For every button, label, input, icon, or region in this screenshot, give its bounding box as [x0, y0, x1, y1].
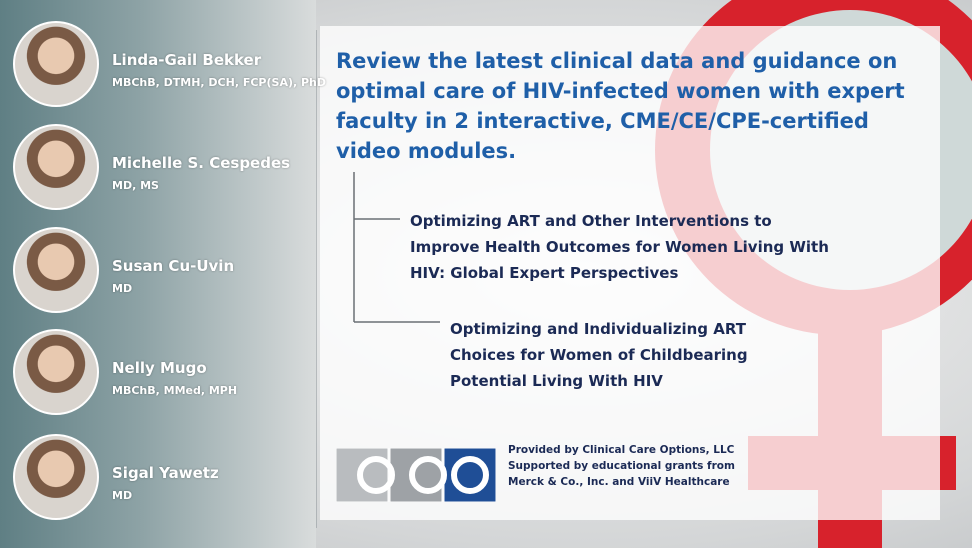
- cco-logo: [336, 448, 496, 502]
- faculty-credentials: MBChB, DTMH, DCH, FCP(SA), PhD: [112, 76, 327, 89]
- faculty-name: Sigal Yawetz: [112, 464, 219, 482]
- faculty-credentials: MBChB, MMed, MPH: [112, 384, 238, 397]
- sponsor-text: Provided by Clinical Care Options, LLC S…: [508, 442, 735, 490]
- module-title: Optimizing and Individualizing ART Choic…: [450, 320, 748, 390]
- faculty-photo: [13, 227, 99, 313]
- faculty-photo: [13, 21, 99, 107]
- faculty-name: Susan Cu-Uvin: [112, 257, 235, 275]
- sponsor-line: Supported by educational grants from: [508, 460, 735, 472]
- faculty-credentials: MD: [112, 489, 133, 502]
- faculty-photo: [13, 434, 99, 520]
- headline: Review the latest clinical data and guid…: [336, 49, 905, 163]
- faculty-credentials: MD: [112, 282, 133, 295]
- sponsor-line: Merck & Co., Inc. and ViiV Healthcare: [508, 476, 730, 488]
- sponsor-line: Provided by Clinical Care Options, LLC: [508, 444, 735, 456]
- module-title: Optimizing ART and Other Interventions t…: [410, 212, 829, 282]
- faculty-name: Michelle S. Cespedes: [112, 154, 291, 172]
- faculty-photo: [13, 329, 99, 415]
- faculty-name: Nelly Mugo: [112, 359, 207, 377]
- faculty-name: Linda-Gail Bekker: [112, 51, 262, 69]
- faculty-photo: [13, 124, 99, 210]
- faculty-credentials: MD, MS: [112, 179, 159, 192]
